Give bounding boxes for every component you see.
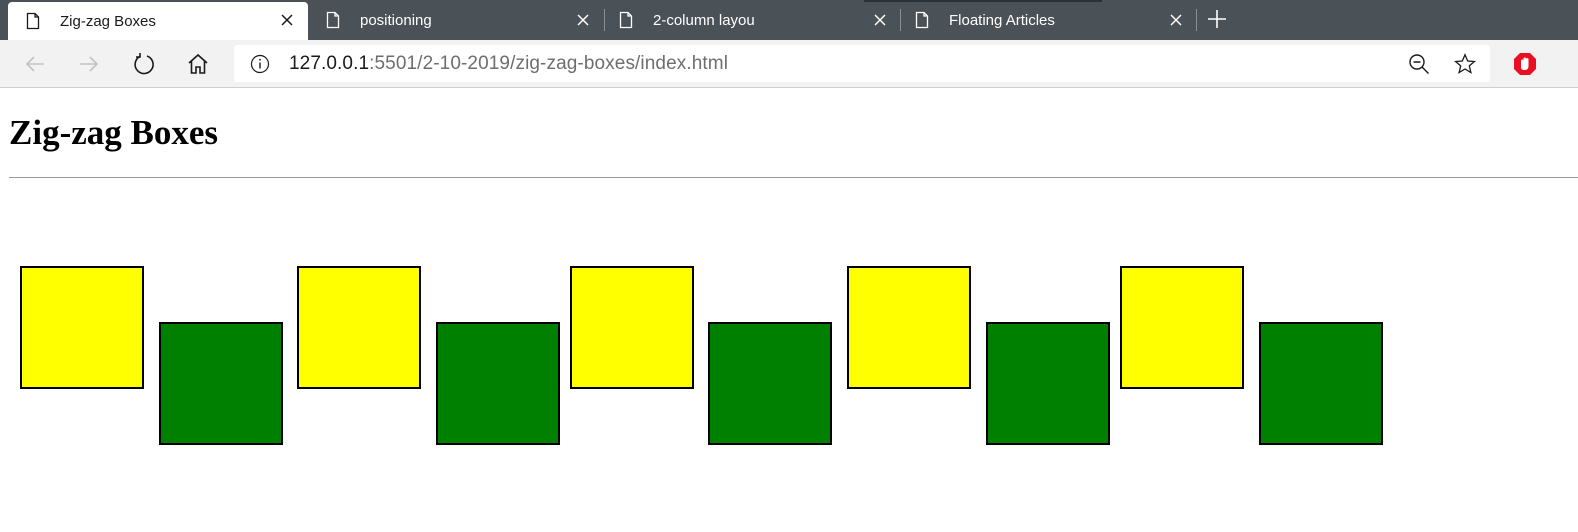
star-icon[interactable]	[1454, 53, 1476, 75]
home-button[interactable]	[185, 51, 211, 77]
url-host: 127.0.0.1	[289, 53, 370, 74]
document-icon	[26, 12, 40, 30]
tab-positioning[interactable]: positioning	[308, 0, 604, 40]
close-icon[interactable]	[873, 13, 887, 27]
adblock-icon[interactable]	[1512, 51, 1538, 77]
back-arrow-icon	[25, 56, 44, 72]
tab-title: Zig-zag Boxes	[60, 12, 156, 30]
tab-separator	[1196, 9, 1197, 31]
tab-hover-indicator	[864, 0, 1102, 2]
horizontal-rule	[9, 177, 1578, 178]
close-icon[interactable]	[1169, 13, 1183, 27]
green-box	[159, 322, 283, 445]
tab-separator	[900, 9, 901, 31]
back-button[interactable]	[22, 51, 48, 77]
tab-title: 2-column layou	[653, 11, 755, 29]
tab-separator	[604, 9, 605, 31]
url-path: :5501/2-10-2019/zig-zag-boxes/index.html	[369, 53, 729, 74]
url-text[interactable]: 127.0.0.1:5501/2-10-2019/zig-zag-boxes/i…	[289, 53, 728, 75]
green-box	[986, 322, 1110, 445]
green-box	[436, 322, 560, 445]
tab-zig-zag-boxes[interactable]: Zig-zag Boxes	[8, 2, 308, 40]
yellow-box	[570, 266, 694, 389]
yellow-box	[20, 266, 144, 389]
document-icon	[326, 11, 340, 29]
document-icon	[619, 11, 633, 29]
refresh-button[interactable]	[131, 51, 157, 77]
refresh-icon	[134, 53, 154, 75]
zoom-out-icon[interactable]	[1408, 53, 1430, 75]
green-box	[1259, 322, 1383, 445]
document-icon	[915, 11, 929, 29]
close-icon[interactable]	[576, 13, 590, 27]
yellow-box	[297, 266, 421, 389]
forward-arrow-icon	[80, 56, 99, 72]
forward-button[interactable]	[76, 51, 102, 77]
plus-icon[interactable]	[1206, 8, 1228, 30]
page-content: Zig-zag Boxes	[0, 88, 1578, 532]
tab-2-column-layout[interactable]: 2-column layou	[605, 0, 901, 40]
close-icon[interactable]	[280, 13, 294, 27]
yellow-box	[1120, 266, 1244, 389]
home-icon	[188, 53, 208, 74]
info-icon[interactable]	[250, 54, 270, 74]
navigation-toolbar: 127.0.0.1:5501/2-10-2019/zig-zag-boxes/i…	[0, 40, 1578, 88]
yellow-box	[847, 266, 971, 389]
tab-floating-articles[interactable]: Floating Articles	[901, 0, 1197, 40]
tab-title: positioning	[360, 11, 432, 29]
tab-title: Floating Articles	[949, 11, 1055, 29]
tab-strip: Zig-zag Boxes positioning 2-column layou	[0, 0, 1578, 40]
page-title: Zig-zag Boxes	[9, 113, 219, 152]
address-bar[interactable]: 127.0.0.1:5501/2-10-2019/zig-zag-boxes/i…	[234, 45, 1490, 82]
green-box	[708, 322, 832, 445]
